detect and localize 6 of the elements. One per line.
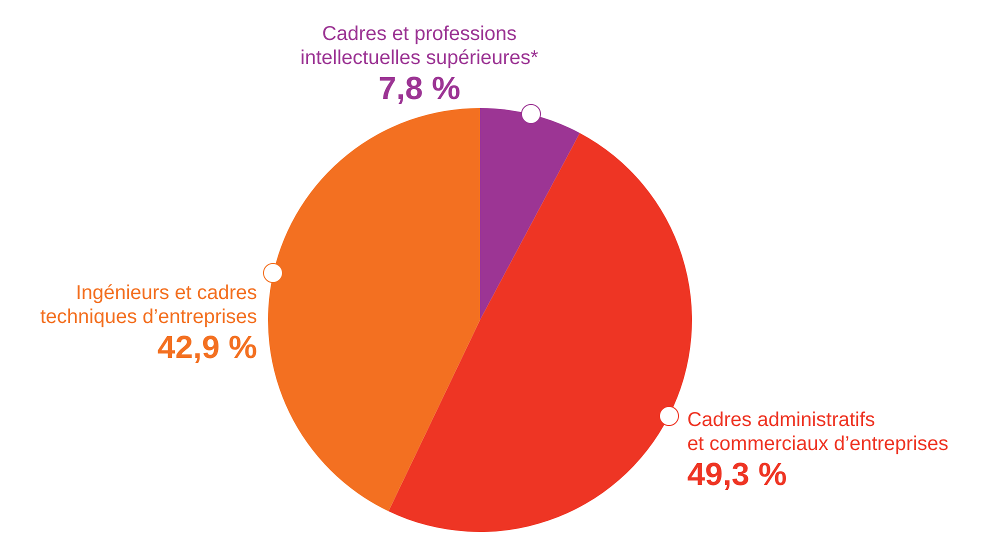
data-label: 7,8 % [377, 70, 462, 106]
data-label: 42,9 % [156, 329, 258, 366]
legend-label: Cadres administratifs et commerciaux d’entreprises [687, 408, 948, 455]
slice-label: Cadres et professions intellectuelles supérieures* [300, 23, 538, 70]
data-label: 49,3 % [687, 456, 788, 492]
slice-label: Ingénieurs et cadres techniques d’entreprises [40, 282, 258, 328]
